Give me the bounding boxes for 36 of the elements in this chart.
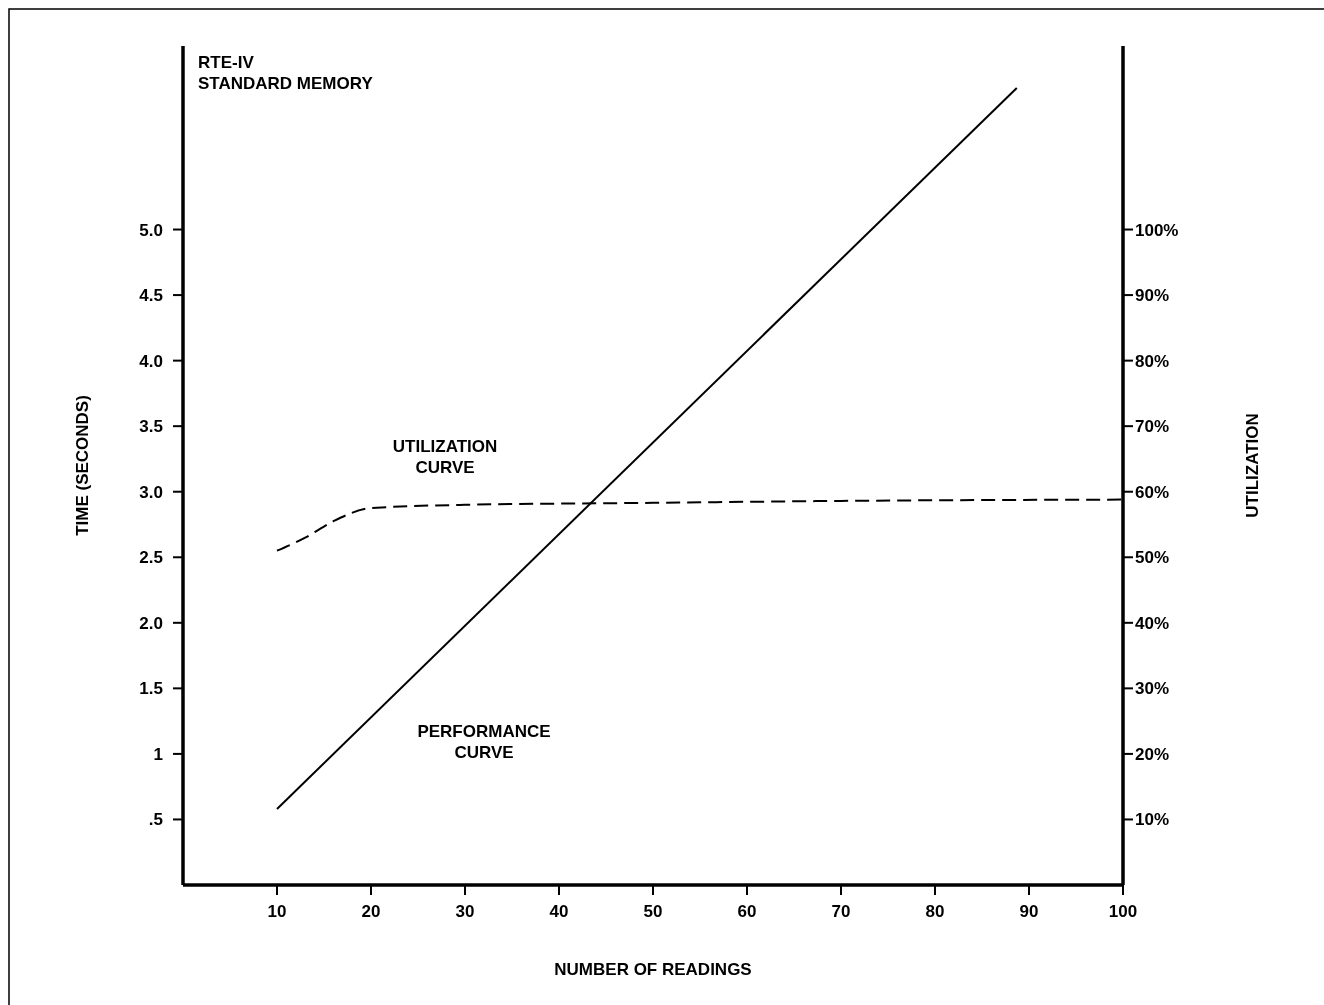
x-tick-label: 30: [455, 902, 475, 921]
annotation: PERFORMANCE CURVE: [417, 722, 551, 763]
y2-tick-label: 70%: [1135, 417, 1170, 437]
y-tick-label: 2.5: [139, 548, 163, 568]
y2-axis-title: UTILIZATION: [1243, 413, 1262, 518]
y-axis-title: TIME (SECONDS): [73, 395, 92, 536]
y2-tick-label: 60%: [1135, 482, 1170, 502]
y2-tick-label: 30%: [1135, 679, 1170, 699]
y2-tick-label: 90%: [1135, 286, 1170, 306]
x-tick-label: 40: [549, 902, 569, 921]
x-tick-label: 60: [737, 902, 757, 921]
x-tick-label: 100: [1108, 902, 1138, 921]
y2-tick-label: 80%: [1135, 351, 1170, 371]
text: RTE-IV STANDARD MEMORY: [198, 53, 374, 94]
x-axis-title: NUMBER OF READINGS: [554, 960, 752, 979]
y-tick-label: 1: [153, 744, 163, 764]
x-tick-label: 70: [831, 902, 851, 921]
y-tick-label: 4.0: [139, 351, 163, 371]
y-tick-label: 5.0: [139, 220, 163, 240]
x-tick-label: 90: [1019, 902, 1039, 921]
y-tick-label: .5: [148, 810, 163, 830]
y2-tick-label: 40%: [1135, 613, 1170, 633]
y-tick-label: 1.5: [139, 679, 163, 699]
y2-tick-label: 100%: [1135, 220, 1179, 240]
y2-tick-label: 20%: [1135, 744, 1170, 764]
y-tick-label: 3.0: [139, 482, 163, 502]
x-tick-label: 50: [643, 902, 663, 921]
y2-tick-label: 50%: [1135, 548, 1170, 568]
y-tick-label: 2.0: [139, 613, 163, 633]
x-tick-label: 80: [925, 902, 945, 921]
x-tick-label: 10: [267, 902, 287, 921]
y-tick-label: 3.5: [139, 417, 163, 437]
y-tick-label: 4.5: [139, 286, 163, 306]
annotation: UTILIZATION CURVE: [392, 437, 498, 478]
y2-tick-label: 10%: [1135, 810, 1170, 830]
x-tick-label: 20: [361, 902, 381, 921]
